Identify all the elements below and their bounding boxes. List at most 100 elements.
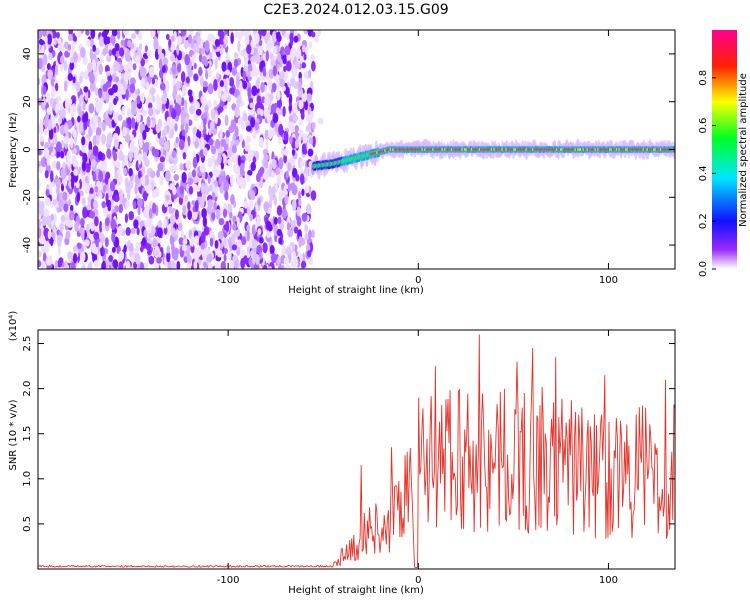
heatmap-cell (202, 147, 208, 157)
heatmap-cell (44, 170, 49, 179)
heatmap-cell (75, 81, 81, 93)
heatmap-cell (209, 33, 213, 43)
heatmap-cell (55, 178, 61, 189)
heatmap-cell (232, 215, 237, 224)
heatmap-cell (38, 30, 43, 40)
heatmap-cell (92, 115, 99, 125)
heatmap-cell (141, 237, 147, 246)
heatmap-cell (56, 186, 60, 196)
heatmap-cell (99, 220, 103, 233)
heatmap-cell (296, 216, 302, 227)
heatmap-cell (59, 62, 64, 72)
heatmap-cell (256, 76, 260, 87)
heatmap-cell (105, 199, 112, 208)
heatmap-cell (123, 70, 129, 83)
heatmap-cell (263, 201, 270, 213)
heatmap-cell (118, 225, 123, 232)
heatmap-cell (175, 136, 179, 144)
heatmap-cell (82, 206, 88, 219)
heatmap-cell (169, 165, 176, 174)
heatmap-cell (130, 117, 136, 129)
heatmap-cell (204, 182, 208, 192)
heatmap-cell (294, 61, 300, 70)
heatmap-cell (44, 116, 49, 129)
heatmap-cell (157, 118, 162, 129)
heatmap-cell (214, 239, 219, 249)
heatmap-cell (108, 255, 114, 263)
heatmap-cell (311, 122, 316, 130)
heatmap-cell (174, 209, 179, 220)
heatmap-cell (101, 260, 106, 269)
heatmap-cell (209, 120, 215, 131)
heatmap-cell (81, 197, 86, 206)
heatmap-cell (227, 158, 233, 166)
heatmap-cell (60, 139, 64, 147)
heatmap-cell (191, 136, 196, 143)
heatmap-cell (216, 249, 223, 258)
heatmap-cell (204, 104, 209, 114)
heatmap-cell (281, 30, 286, 36)
heatmap-cell (193, 260, 198, 269)
heatmap-cell (147, 248, 152, 256)
heatmap-cell (58, 116, 63, 125)
heatmap-cell (229, 259, 234, 269)
heatmap-cell (138, 33, 143, 41)
heatmap-cell (135, 245, 140, 253)
heatmap-cell (291, 149, 296, 156)
heatmap-cell (246, 70, 251, 78)
heatmap-cell (231, 152, 238, 164)
heatmap-cell (81, 136, 86, 146)
heatmap-cell (189, 104, 195, 115)
heatmap-cell (170, 35, 175, 43)
heatmap-cell (292, 114, 299, 122)
heatmap-cell (132, 200, 137, 210)
heatmap-cell (308, 256, 313, 265)
heatmap-cell (272, 65, 277, 77)
heatmap-cell (230, 119, 237, 131)
heatmap-cell (292, 250, 296, 261)
heatmap-cell (70, 137, 74, 149)
heatmap-cell (94, 185, 99, 193)
heatmap-cell (254, 53, 261, 65)
heatmap-cell (251, 85, 258, 97)
heatmap-cell (80, 251, 86, 263)
heatmap-cell (246, 154, 252, 163)
heatmap-cell (79, 190, 84, 197)
heatmap-cell (288, 115, 294, 123)
heatmap-cell (278, 237, 283, 245)
heatmap-cell (104, 217, 110, 227)
heatmap-cell (180, 230, 185, 238)
heatmap-marks (38, 30, 675, 269)
heatmap-cell (268, 265, 273, 269)
figure-title: C2E3.2024.012.03.15.G09 (263, 2, 448, 18)
heatmap-cell (67, 174, 72, 181)
heatmap-cell (165, 80, 170, 92)
heatmap-cell (72, 245, 78, 252)
heatmap-cell (262, 66, 266, 77)
heatmap-cell (102, 48, 107, 56)
heatmap-cell (188, 95, 194, 103)
heatmap-cell (97, 241, 103, 249)
heatmap-cell (290, 160, 296, 167)
heatmap-cell (82, 101, 86, 111)
heatmap-cell (78, 178, 83, 190)
heatmap-cell (283, 257, 290, 265)
heatmap-x-ticks: -100 0 100 (217, 30, 618, 286)
heatmap-cell (286, 54, 291, 62)
heatmap-cell (218, 217, 225, 226)
heatmap-cell (44, 197, 51, 207)
heatmap-cell (169, 183, 174, 191)
heatmap-cell (71, 42, 75, 54)
heatmap-cell (214, 39, 221, 47)
heatmap-cell (101, 133, 107, 145)
heatmap-cell (119, 47, 125, 57)
heatmap-cell (187, 89, 193, 97)
heatmap-cell (255, 202, 259, 213)
heatmap-cell (132, 92, 137, 102)
heatmap-cell (42, 252, 47, 262)
heatmap-cell (214, 262, 220, 269)
heatmap-cell (279, 189, 284, 199)
heatmap-cell (287, 162, 292, 172)
heatmap-cell (169, 104, 173, 113)
heatmap-cell (173, 174, 180, 182)
